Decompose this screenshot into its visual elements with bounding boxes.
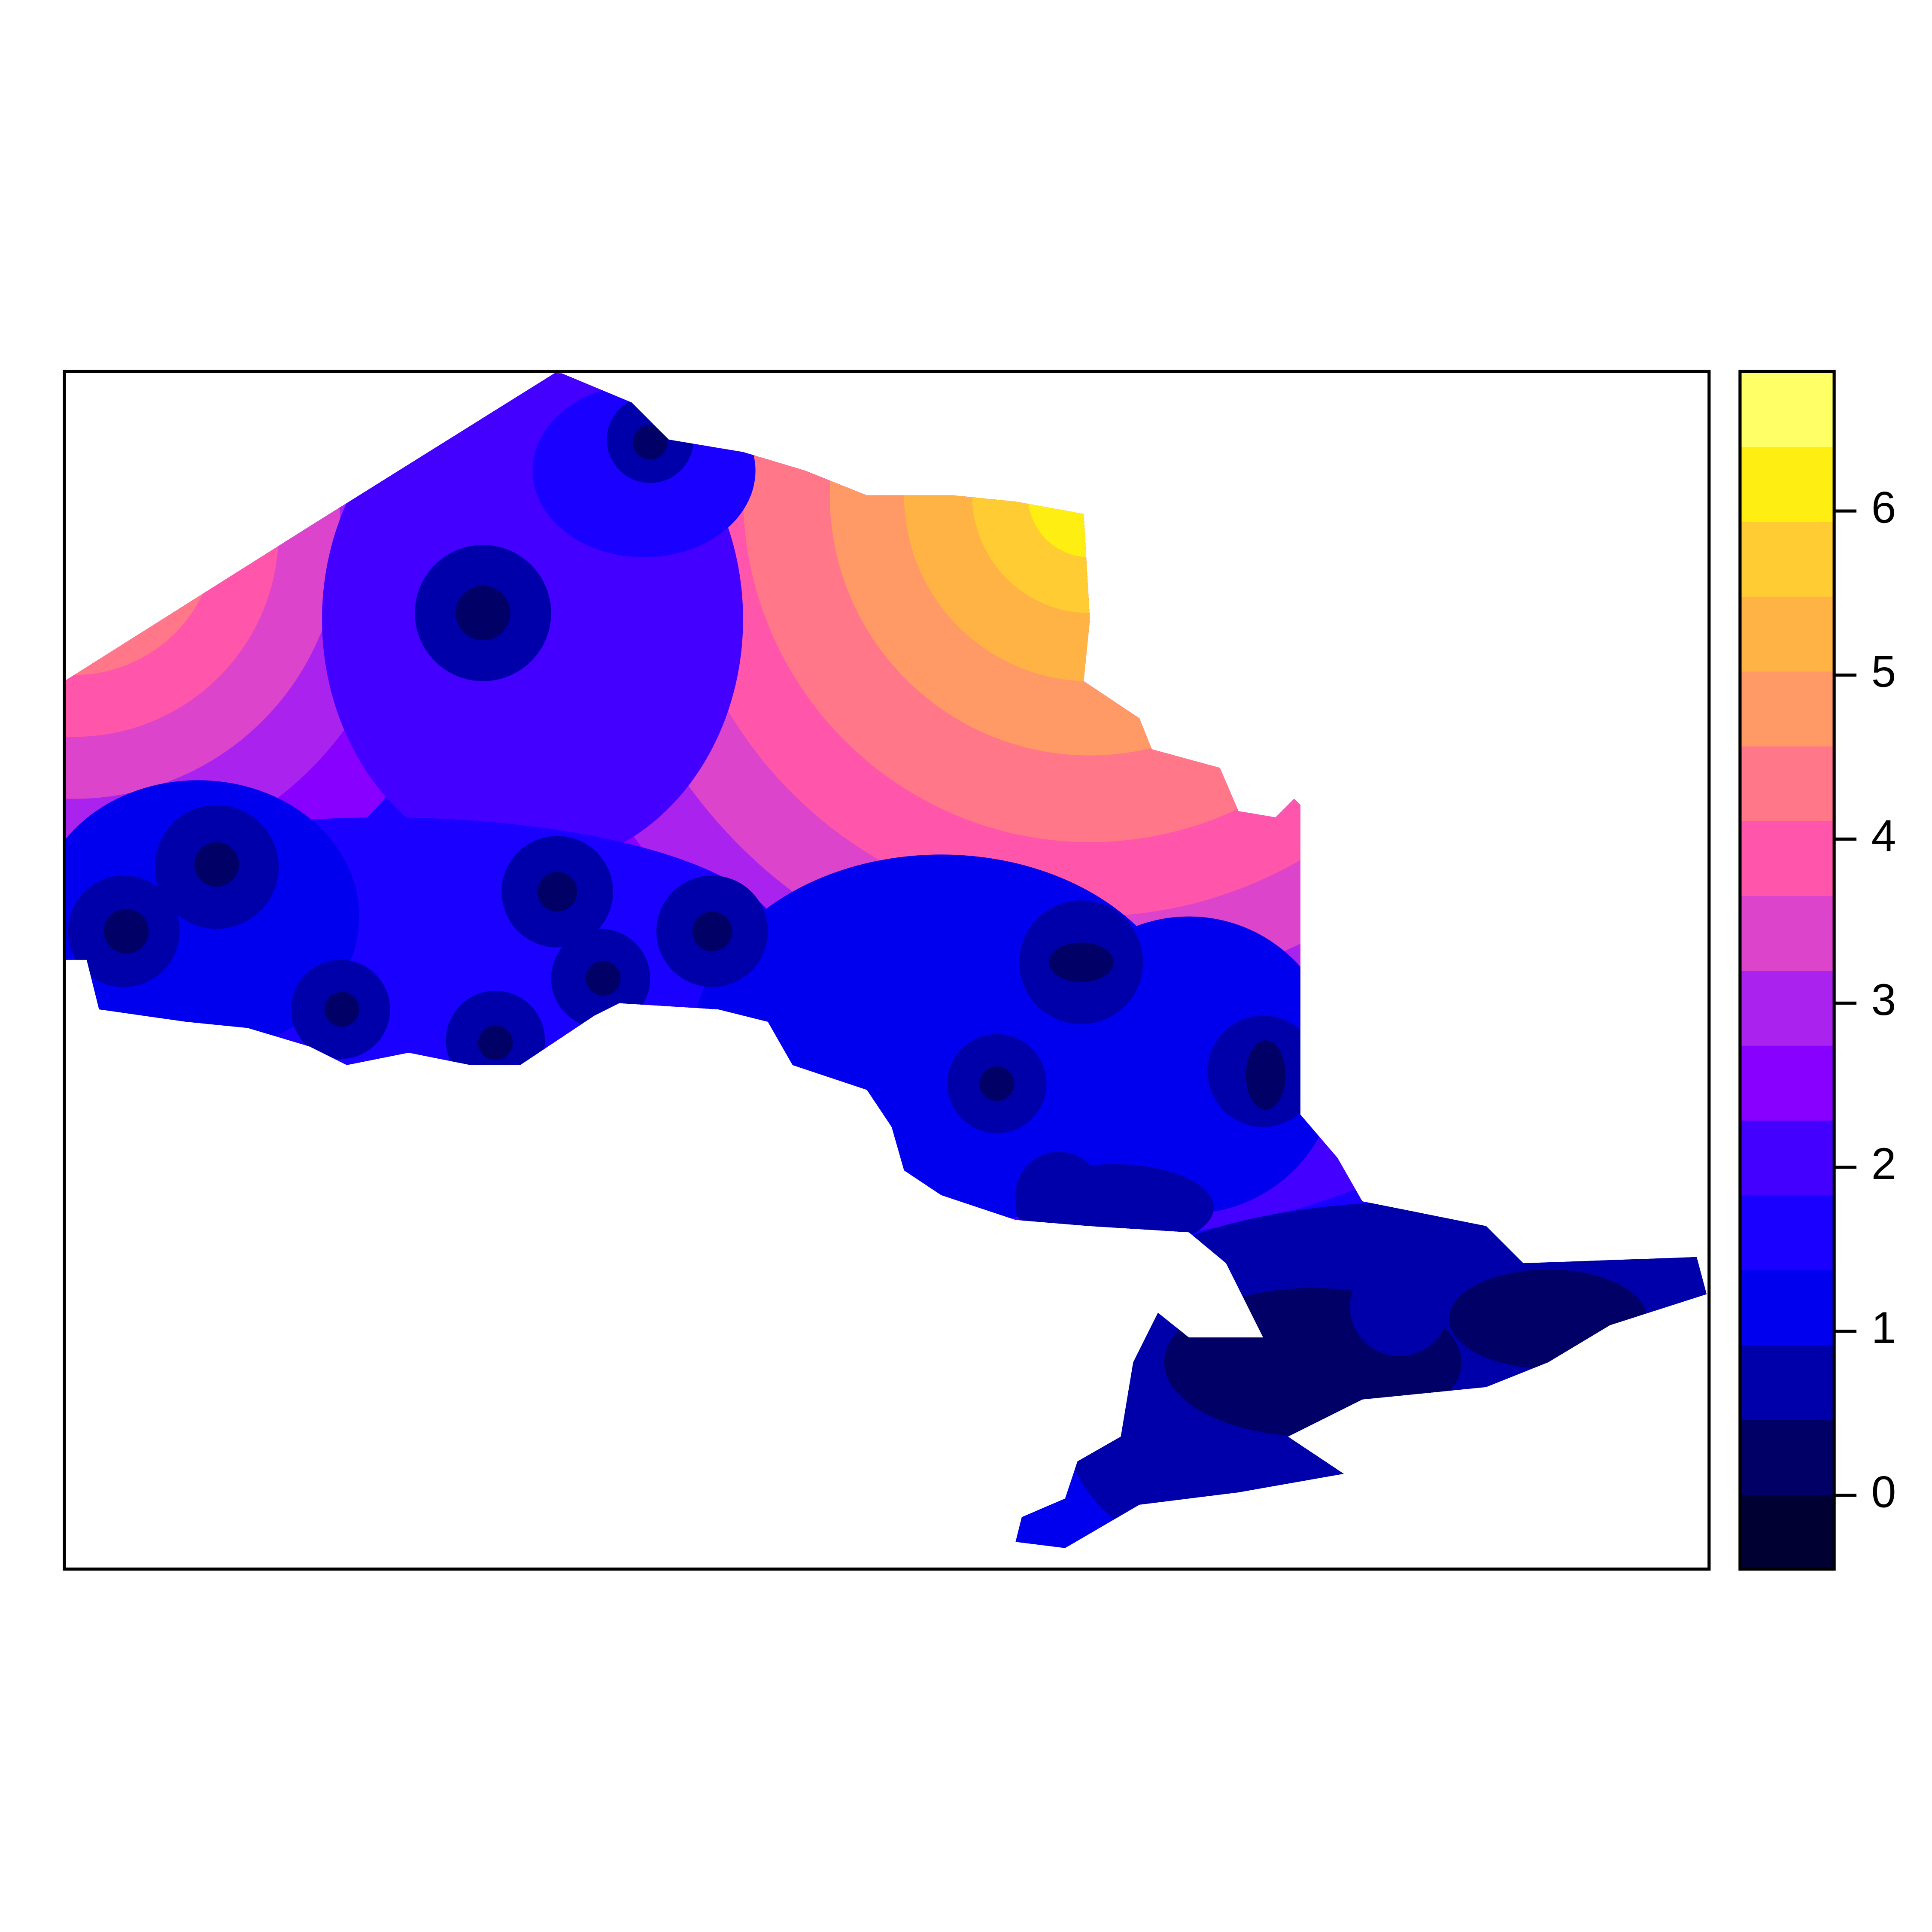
legend-frame (1738, 370, 1836, 1571)
legend-color-band (1740, 1270, 1835, 1346)
legend-color-band (1740, 521, 1835, 597)
legend-color-band (1740, 970, 1835, 1046)
legend-tick-label: 6 (1871, 483, 1896, 533)
legend-tick-label: 3 (1871, 975, 1896, 1025)
legend-color-band (1740, 1120, 1835, 1196)
color-legend: 0 1 2 3 4 5 6 (1738, 370, 1896, 1571)
legend-tick-label: 0 (1871, 1467, 1896, 1517)
legend-tick-label: 2 (1871, 1139, 1896, 1189)
legend-color-band (1740, 820, 1835, 896)
legend-color-band (1740, 746, 1835, 821)
legend-color-band (1740, 1419, 1835, 1495)
legend-color-band (1740, 895, 1835, 971)
plot-frame (63, 370, 1711, 1571)
legend-color-band (1740, 1344, 1835, 1420)
legend-color-band (1740, 1494, 1835, 1570)
legend-color-band (1740, 446, 1835, 522)
legend-color-band (1740, 371, 1835, 447)
legend-tick-label: 4 (1871, 811, 1896, 861)
legend-tick-label: 1 (1871, 1303, 1896, 1353)
legend-color-band (1740, 596, 1835, 672)
legend-tick-label: 5 (1871, 647, 1896, 697)
legend-color-band (1740, 1195, 1835, 1270)
legend-color-band (1740, 671, 1835, 747)
legend-color-band (1740, 1045, 1835, 1121)
